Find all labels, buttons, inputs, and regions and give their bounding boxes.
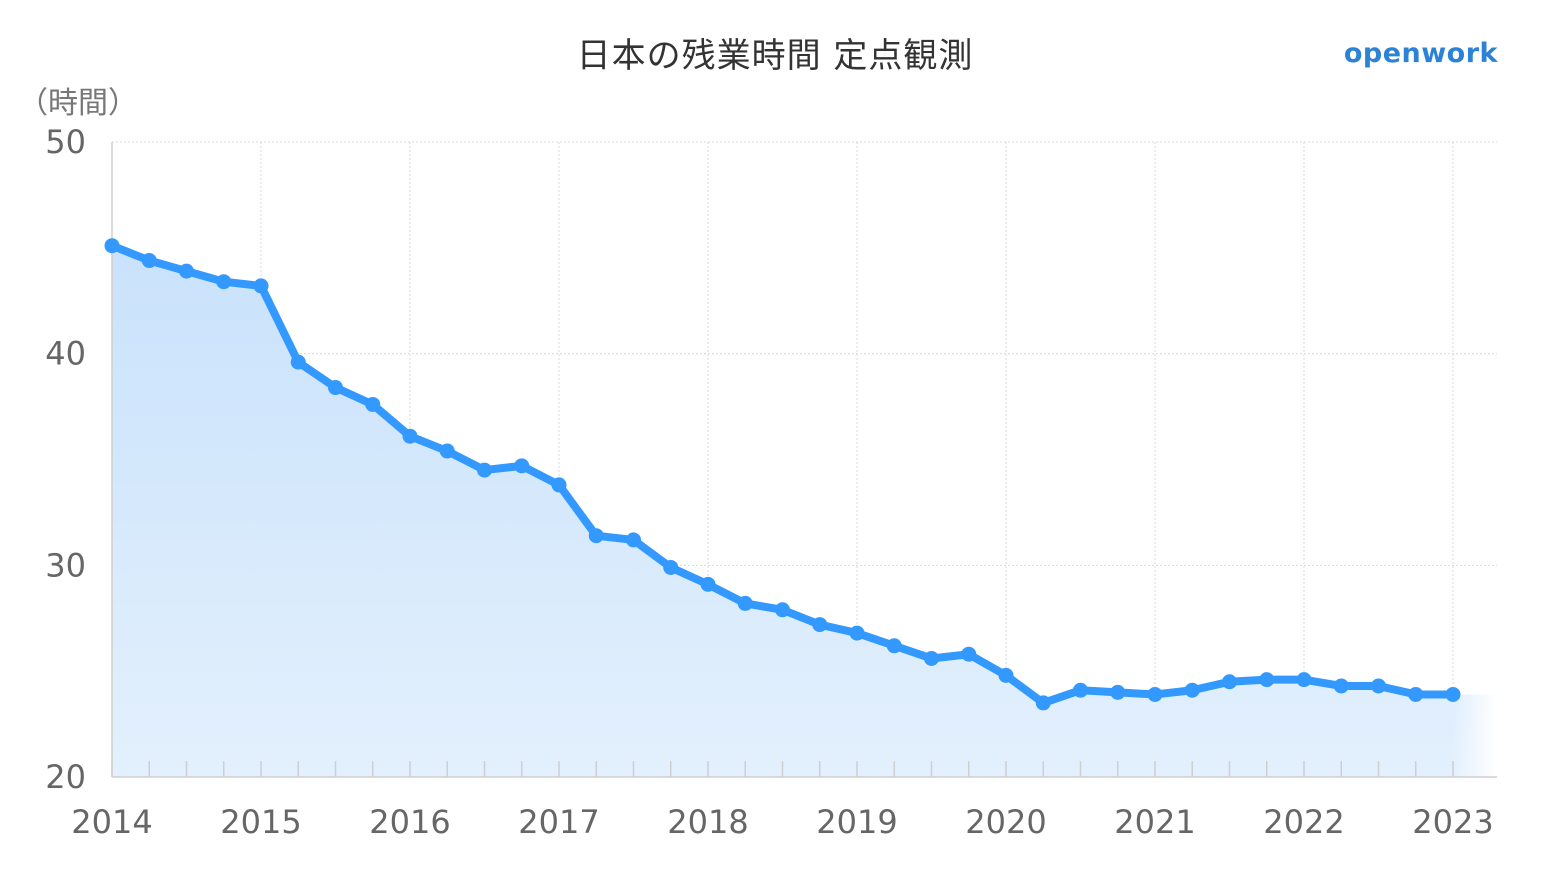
data-point-23[interactable]	[961, 646, 977, 662]
y-tick-labels: 20 30 40 50	[45, 123, 86, 796]
x-tick-label-2023: 2023	[1412, 803, 1493, 841]
data-point-10[interactable]	[477, 462, 492, 478]
data-point-21[interactable]	[886, 638, 902, 654]
y-axis-unit-label: （時間）	[18, 86, 138, 121]
axes	[111, 142, 1497, 778]
x-tick-labels: 2014 2015 2016 2017 2018 2019 2020 2021 2022 2023	[71, 803, 1493, 841]
data-point-22[interactable]	[924, 650, 939, 666]
data-point-25[interactable]	[1035, 695, 1051, 711]
data-point-14[interactable]	[626, 532, 641, 548]
data-point-13[interactable]	[588, 528, 604, 544]
data-point-6[interactable]	[328, 380, 343, 396]
y-tick-label-30: 30	[45, 546, 86, 584]
data-point-3[interactable]	[216, 274, 232, 290]
x-tick-label-2014: 2014	[71, 803, 152, 841]
data-point-11[interactable]	[514, 458, 530, 474]
x-tick-label-2020: 2020	[965, 803, 1046, 841]
data-point-33[interactable]	[1333, 678, 1349, 694]
area-fade	[1453, 694, 1497, 777]
y-tick-label-40: 40	[45, 335, 86, 373]
data-point-15[interactable]	[663, 559, 679, 575]
area-fill	[112, 245, 1497, 777]
data-point-34[interactable]	[1371, 678, 1386, 694]
data-point-8[interactable]	[402, 428, 418, 444]
data-point-31[interactable]	[1259, 672, 1275, 688]
data-point-36[interactable]	[1445, 686, 1461, 702]
data-point-17[interactable]	[737, 595, 753, 611]
data-point-28[interactable]	[1147, 686, 1163, 702]
brand-logo[interactable]: openwork	[1343, 38, 1498, 69]
data-point-30[interactable]	[1222, 674, 1237, 690]
data-point-16[interactable]	[700, 576, 716, 592]
data-point-18[interactable]	[775, 602, 790, 618]
data-point-20[interactable]	[849, 625, 865, 641]
data-point-32[interactable]	[1296, 672, 1312, 688]
x-tick-label-2021: 2021	[1114, 803, 1195, 841]
data-point-35[interactable]	[1408, 686, 1424, 702]
data-point-27[interactable]	[1110, 684, 1126, 700]
chart-title: 日本の残業時間 定点観測	[576, 36, 974, 76]
data-point-29[interactable]	[1184, 682, 1200, 698]
data-point-4[interactable]	[253, 278, 269, 294]
x-tick-label-2022: 2022	[1263, 803, 1344, 841]
x-tick-label-2017: 2017	[518, 803, 599, 841]
x-tick-label-2018: 2018	[667, 803, 748, 841]
data-point-7[interactable]	[365, 396, 381, 412]
data-point-12[interactable]	[551, 477, 567, 493]
data-point-2[interactable]	[179, 263, 194, 279]
data-point-0[interactable]	[104, 238, 120, 254]
data-point-5[interactable]	[290, 354, 306, 370]
data-point-19[interactable]	[812, 617, 828, 633]
series-points	[104, 238, 1461, 711]
data-point-9[interactable]	[439, 443, 455, 459]
data-point-1[interactable]	[141, 253, 157, 269]
y-tick-label-50: 50	[45, 123, 86, 161]
x-tick-label-2019: 2019	[816, 803, 897, 841]
x-tick-label-2015: 2015	[220, 803, 301, 841]
area-fill-shape	[112, 245, 1497, 777]
data-point-26[interactable]	[1073, 682, 1088, 698]
data-point-24[interactable]	[998, 667, 1014, 683]
x-tick-label-2016: 2016	[369, 803, 450, 841]
y-tick-label-20: 20	[45, 758, 86, 796]
